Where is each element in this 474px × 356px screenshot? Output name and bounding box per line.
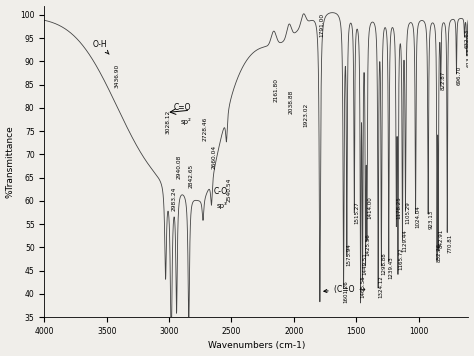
Text: 1465.55: 1465.55 xyxy=(360,275,365,298)
Text: 1923.02: 1923.02 xyxy=(303,103,309,127)
Text: 770.81: 770.81 xyxy=(447,234,452,253)
Text: 842.91: 842.91 xyxy=(438,229,443,248)
Text: 1129.44: 1129.44 xyxy=(402,229,407,252)
Text: 852.26: 852.26 xyxy=(437,243,442,262)
Text: 3028.12: 3028.12 xyxy=(165,110,171,135)
Text: 696.70: 696.70 xyxy=(456,66,461,85)
Text: 1791.00: 1791.00 xyxy=(320,12,325,37)
Text: 1298.88: 1298.88 xyxy=(381,252,386,275)
Text: 923.13: 923.13 xyxy=(428,210,433,230)
Text: 1449.51: 1449.51 xyxy=(363,252,367,275)
Text: 2940.08: 2940.08 xyxy=(176,155,182,179)
X-axis label: Wavenumbers (cm-1): Wavenumbers (cm-1) xyxy=(208,341,305,350)
Text: 1165.72: 1165.72 xyxy=(398,247,403,270)
Text: 613.53: 613.53 xyxy=(467,47,472,67)
Text: (C=O  →: (C=O → xyxy=(324,284,365,294)
Text: 1239.43: 1239.43 xyxy=(389,257,394,279)
Text: 1575.94: 1575.94 xyxy=(346,243,352,266)
Text: sp³: sp³ xyxy=(217,202,228,209)
Y-axis label: %Transmittance: %Transmittance xyxy=(6,125,15,198)
Text: 2728.46: 2728.46 xyxy=(203,117,208,141)
Text: 2038.88: 2038.88 xyxy=(289,89,294,114)
Text: C=O: C=O xyxy=(174,103,191,112)
Text: 2540.54: 2540.54 xyxy=(227,178,231,202)
Text: 822.87: 822.87 xyxy=(441,71,446,90)
Text: 1024.04: 1024.04 xyxy=(416,205,420,228)
Text: O-H: O-H xyxy=(93,41,109,54)
Text: 632.63: 632.63 xyxy=(465,29,469,48)
Text: 1515.27: 1515.27 xyxy=(354,201,359,224)
Text: 1414.00: 1414.00 xyxy=(367,196,372,219)
Text: 2842.65: 2842.65 xyxy=(189,164,194,188)
Text: 2660.04: 2660.04 xyxy=(211,145,217,169)
Text: 1324.12: 1324.12 xyxy=(378,275,383,298)
Text: 2983.24: 2983.24 xyxy=(171,187,176,211)
Text: 2161.80: 2161.80 xyxy=(273,78,279,102)
Text: 3436.90: 3436.90 xyxy=(115,64,119,88)
Text: 1105.29: 1105.29 xyxy=(405,201,410,224)
Text: C-O: C-O xyxy=(214,187,228,196)
Text: 1601.26: 1601.26 xyxy=(344,280,348,303)
Text: sp²: sp² xyxy=(181,118,191,125)
Text: 1178.25: 1178.25 xyxy=(396,196,401,219)
Text: 1425.56: 1425.56 xyxy=(365,234,371,256)
